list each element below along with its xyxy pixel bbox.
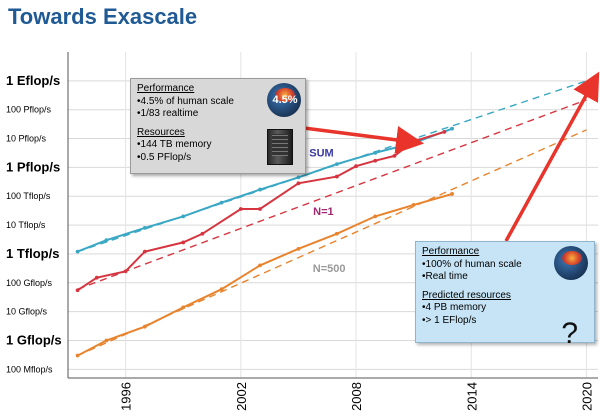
x-tick-label: 2014 bbox=[464, 382, 479, 411]
y-tick-label: 1 Gflop/s bbox=[6, 332, 62, 347]
series-layer bbox=[75, 80, 587, 358]
data-point-n-1 bbox=[373, 158, 378, 163]
data-point-sum bbox=[450, 126, 454, 131]
x-tick-label: 1996 bbox=[119, 382, 134, 411]
data-point-n-500 bbox=[104, 338, 109, 343]
series-line-n-500 bbox=[77, 193, 453, 357]
annotation-item: 4.5% of human scale bbox=[137, 96, 299, 109]
brain-icon-label: 4.5% bbox=[272, 94, 298, 106]
annotation-box-future: Performance 100% of human scale Real tim… bbox=[415, 241, 595, 350]
annotation-item: 4 PB memory bbox=[422, 302, 588, 315]
data-point-n-500 bbox=[75, 353, 80, 358]
x-tick-label: 2008 bbox=[349, 382, 364, 411]
arrow-layer bbox=[303, 71, 600, 242]
series-label-n-1: N=1 bbox=[313, 206, 334, 218]
data-point-sum bbox=[104, 238, 109, 243]
x-tick-label: 2020 bbox=[579, 382, 594, 411]
data-point-n-1 bbox=[200, 231, 205, 236]
annotation-item: 0.5 PFlop/s bbox=[137, 152, 299, 165]
data-point-n-1 bbox=[123, 269, 128, 274]
data-point-sum bbox=[142, 225, 147, 230]
data-point-n-500 bbox=[181, 305, 186, 310]
data-point-n-500 bbox=[296, 246, 301, 251]
annotation-arrow bbox=[504, 71, 600, 242]
trend-line-n-500 bbox=[77, 129, 587, 357]
y-tick-label: 100 Mflop/s bbox=[6, 364, 53, 374]
question-mark: ? bbox=[561, 316, 578, 350]
brain-icon bbox=[554, 246, 588, 280]
annotation-item: 144 TB memory bbox=[137, 139, 299, 152]
annotation-heading: Predicted resources bbox=[422, 289, 511, 301]
data-point-n-1 bbox=[296, 181, 301, 186]
data-point-n-1 bbox=[258, 207, 262, 211]
data-point-n-500 bbox=[219, 287, 224, 292]
annotation-item: 1/83 realtime bbox=[137, 108, 299, 121]
data-point-sum bbox=[75, 249, 80, 254]
brain-icon: 4.5% bbox=[267, 83, 301, 117]
data-point-n-500 bbox=[334, 231, 339, 236]
data-point-n-1 bbox=[75, 288, 80, 293]
y-tick-label: 1 Pflop/s bbox=[6, 159, 60, 174]
y-tick-label: 10 Tflop/s bbox=[6, 220, 46, 230]
axis-layer: 1 Eflop/s 100 Pflop/s 10 Pflop/s 1 Pflop/s 1… bbox=[6, 52, 598, 411]
data-point-sum bbox=[219, 200, 224, 205]
data-point-n-500 bbox=[411, 203, 416, 207]
annotation-box-current: Performance 4.5% of human scale 1/83 rea… bbox=[130, 78, 306, 174]
data-point-n-500 bbox=[450, 192, 454, 196]
data-point-n-1 bbox=[392, 154, 397, 158]
trend-line-n-1 bbox=[77, 99, 587, 290]
x-tick-label: 2002 bbox=[234, 382, 249, 411]
y-tick-label: 100 Tflop/s bbox=[6, 191, 51, 201]
data-point-n-1 bbox=[354, 164, 358, 169]
y-tick-label: 100 Gflop/s bbox=[6, 278, 53, 288]
annotation-item: > 1 EFlop/s bbox=[422, 315, 588, 328]
annotation-heading: Resources bbox=[137, 126, 185, 138]
annotation-heading: Performance bbox=[137, 83, 195, 94]
server-rack-icon bbox=[267, 129, 293, 165]
data-point-sum bbox=[258, 187, 262, 192]
data-point-sum bbox=[373, 150, 378, 155]
annotation-arrow bbox=[303, 126, 425, 154]
data-point-sum bbox=[334, 162, 339, 167]
series-label-n-500: N=500 bbox=[313, 263, 346, 275]
data-point-n-1 bbox=[142, 249, 147, 254]
y-tick-label: 1 Eflop/s bbox=[6, 73, 60, 88]
y-tick-label: 10 Gflop/s bbox=[6, 307, 48, 317]
data-point-n-1 bbox=[94, 275, 99, 280]
data-point-n-500 bbox=[373, 214, 378, 219]
series-label-layer: SUM N=1 N=500 bbox=[309, 147, 345, 274]
data-point-sum bbox=[296, 175, 301, 180]
annotation-item: 100% of human scale bbox=[422, 259, 588, 272]
data-point-n-1 bbox=[334, 174, 339, 179]
data-point-n-1 bbox=[442, 129, 447, 134]
y-tick-label: 1 Tflop/s bbox=[6, 246, 59, 261]
data-point-sum bbox=[181, 214, 186, 219]
annotation-item: Real time bbox=[422, 271, 588, 284]
data-point-n-500 bbox=[258, 263, 262, 268]
y-tick-label: 100 Pflop/s bbox=[6, 105, 52, 115]
annotation-heading: Performance bbox=[422, 246, 480, 257]
page-title: Towards Exascale bbox=[8, 4, 198, 29]
data-point-n-1 bbox=[238, 207, 243, 211]
data-point-n-500 bbox=[142, 324, 147, 329]
y-tick-label: 10 Pflop/s bbox=[6, 134, 47, 144]
series-label-sum: SUM bbox=[309, 147, 333, 159]
data-point-n-1 bbox=[181, 240, 186, 245]
